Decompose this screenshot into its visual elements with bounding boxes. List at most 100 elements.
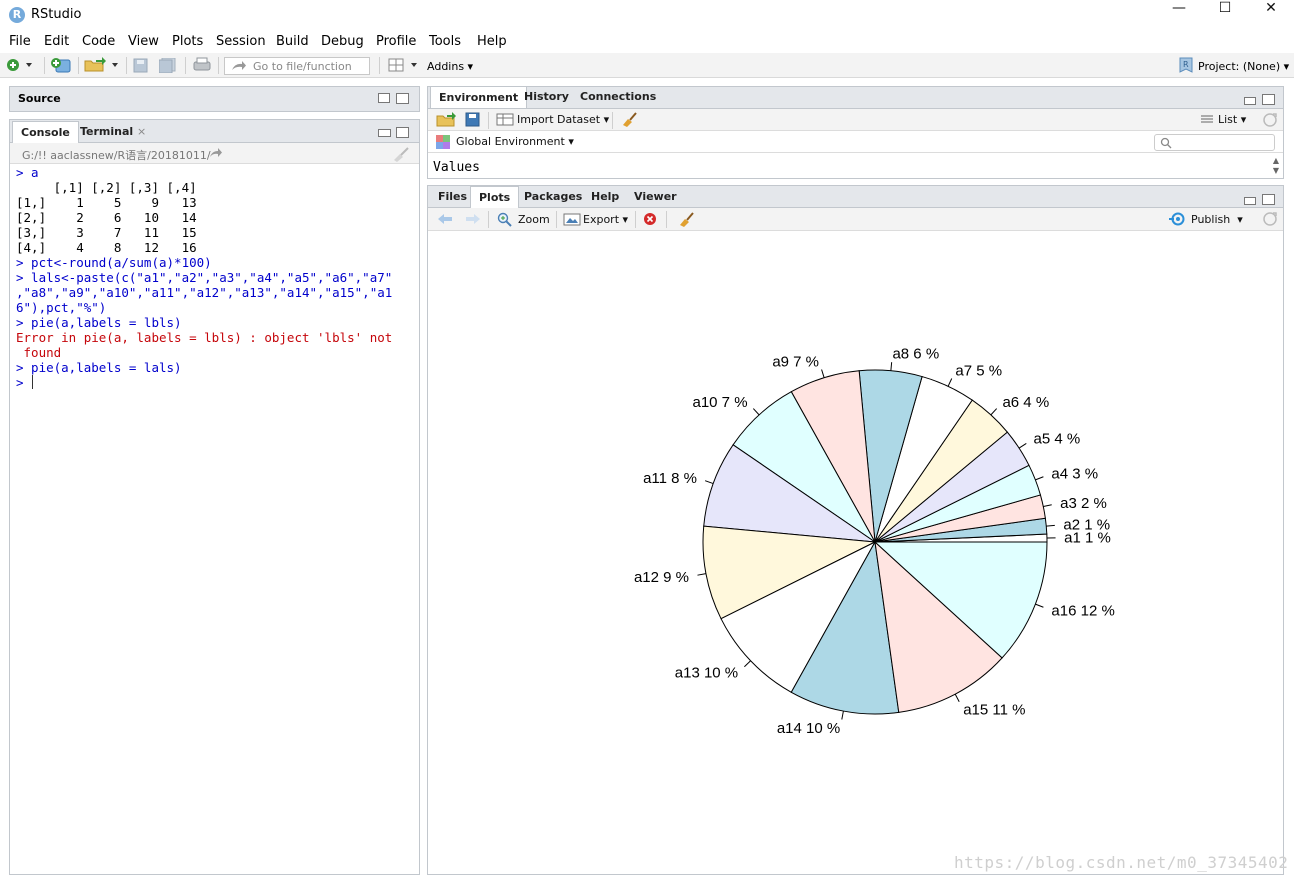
plots-toolbar <box>428 208 1283 231</box>
clear-all-plots-broom-icon[interactable] <box>677 211 695 227</box>
save-icon[interactable] <box>133 58 149 73</box>
tab-environment[interactable]: Environment <box>430 86 528 108</box>
pie-slice-a14 <box>790 540 900 715</box>
environment-subbar <box>428 131 1283 153</box>
import-dataset-icon <box>496 113 514 126</box>
export-button[interactable]: Export ▾ <box>583 213 629 226</box>
refresh-environment-icon[interactable] <box>1262 112 1278 128</box>
remove-plot-icon[interactable] <box>643 212 657 226</box>
menu-debug[interactable]: Debug <box>321 34 364 49</box>
import-dataset-button[interactable]: Import Dataset ▾ <box>517 113 610 126</box>
plots-minimize-icon[interactable] <box>1244 197 1256 205</box>
publish-icon <box>1169 212 1185 226</box>
menu-session[interactable]: Session <box>216 34 266 49</box>
console-line: [4,] 4 8 12 16 <box>16 240 197 255</box>
clear-workspace-broom-icon[interactable] <box>620 111 638 127</box>
workspace-panes-icon[interactable] <box>388 58 420 72</box>
tab-files[interactable]: Files <box>438 190 468 203</box>
environment-minimize-icon[interactable] <box>1244 97 1256 105</box>
pie-label: a9 7 % <box>772 353 819 370</box>
console-line: ,"a8","a9","a10","a11","a12","a13","a14"… <box>16 285 393 300</box>
load-workspace-icon[interactable] <box>436 112 456 127</box>
global-environment-dropdown[interactable]: Global Environment ▾ <box>456 135 574 148</box>
next-plot-icon[interactable] <box>465 213 481 225</box>
tab-terminal[interactable]: Terminal × <box>72 121 154 143</box>
pie-label-tick <box>1035 476 1044 481</box>
menu-profile[interactable]: Profile <box>376 34 417 49</box>
terminal-close-icon[interactable]: × <box>137 125 147 138</box>
menu-tools[interactable]: Tools <box>429 34 462 49</box>
source-restore-icon[interactable] <box>378 93 390 103</box>
search-icon <box>1160 137 1172 149</box>
menu-edit[interactable]: Edit <box>44 34 70 49</box>
source-maximize-icon[interactable] <box>396 93 409 104</box>
refresh-plots-icon[interactable] <box>1262 211 1278 227</box>
working-directory-path[interactable]: G:/!! aaclassnew/R语言/20181011/ <box>22 149 211 162</box>
values-section-label: Values <box>433 160 480 175</box>
new-project-icon[interactable] <box>50 57 72 73</box>
menu-file[interactable]: File <box>9 34 31 49</box>
plots-maximize-icon[interactable] <box>1262 194 1275 205</box>
console-line: 6"),pct,"%") <box>16 300 107 315</box>
environment-tab-strip <box>428 87 1283 109</box>
project-label: Project: (None) <box>1198 60 1281 73</box>
pie-label: a1 1 % <box>1064 530 1111 547</box>
tab-connections[interactable]: Connections <box>580 90 657 103</box>
list-view-dropdown[interactable]: List ▾ <box>1218 113 1247 126</box>
pie-label: a12 9 % <box>634 569 689 586</box>
pie-label: a4 3 % <box>1051 466 1098 483</box>
goto-file-function-input[interactable] <box>224 57 370 75</box>
tab-plots[interactable]: Plots <box>470 186 520 208</box>
maximize-button[interactable]: ☐ <box>1218 0 1232 16</box>
pie-label: a6 4 % <box>1002 394 1049 411</box>
save-workspace-icon[interactable] <box>465 112 480 127</box>
pie-label: a16 12 % <box>1051 602 1114 619</box>
menu-view[interactable]: View <box>128 34 159 49</box>
zoom-icon <box>497 212 512 227</box>
export-icon <box>563 213 581 226</box>
menu-code[interactable]: Code <box>82 34 116 49</box>
environment-search-input[interactable] <box>1154 134 1275 151</box>
console-restore-icon[interactable] <box>396 127 409 138</box>
addins-menu[interactable]: Addins ▾ <box>427 60 474 73</box>
environment-scrollbar[interactable]: ▲ ▼ <box>1272 156 1280 175</box>
previous-plot-icon[interactable] <box>437 213 453 225</box>
tab-console[interactable]: Console <box>12 121 79 143</box>
environment-maximize-icon[interactable] <box>1262 94 1275 105</box>
close-window-button[interactable]: ✕ <box>1265 0 1277 16</box>
console-tab-strip <box>10 120 419 143</box>
console-minimize-icon[interactable] <box>378 129 391 137</box>
title-bar <box>0 0 1294 31</box>
tab-help[interactable]: Help <box>591 190 620 203</box>
save-all-icon[interactable] <box>159 58 177 73</box>
pie-label-tick <box>1018 442 1027 449</box>
project-menu[interactable]: Project: (None) ▾ <box>1198 60 1290 73</box>
menu-plots[interactable]: Plots <box>172 34 204 49</box>
source-pane <box>9 86 420 112</box>
tab-viewer[interactable]: Viewer <box>634 190 677 203</box>
menu-bar <box>0 31 1294 53</box>
window-title: RStudio <box>31 7 82 22</box>
goto-placeholder: Go to file/function <box>253 60 352 73</box>
goto-directory-icon[interactable] <box>209 148 223 158</box>
pie-label: a2 1 % <box>1063 517 1110 534</box>
clear-console-icon[interactable] <box>392 146 410 162</box>
import-dataset-label: Import Dataset <box>517 113 601 126</box>
addins-label: Addins <box>427 60 465 73</box>
pie-label: a10 7 % <box>692 394 747 411</box>
toolbar-separator <box>635 211 636 228</box>
zoom-button[interactable]: Zoom <box>518 213 550 226</box>
new-file-icon[interactable] <box>6 58 32 72</box>
toolbar-separator <box>488 112 489 129</box>
minimize-button[interactable]: — <box>1172 0 1186 16</box>
print-icon[interactable] <box>193 57 211 73</box>
pie-slice-a16 <box>873 541 1048 659</box>
tab-history[interactable]: History <box>524 90 569 103</box>
pie-label: a13 10 % <box>675 665 738 682</box>
menu-build[interactable]: Build <box>276 34 309 49</box>
open-file-icon[interactable] <box>84 57 120 73</box>
publish-button[interactable]: Publish ▾ <box>1191 213 1243 226</box>
rstudio-logo-icon: R <box>9 7 25 23</box>
tab-packages[interactable]: Packages <box>524 190 583 203</box>
menu-help[interactable]: Help <box>477 34 507 49</box>
